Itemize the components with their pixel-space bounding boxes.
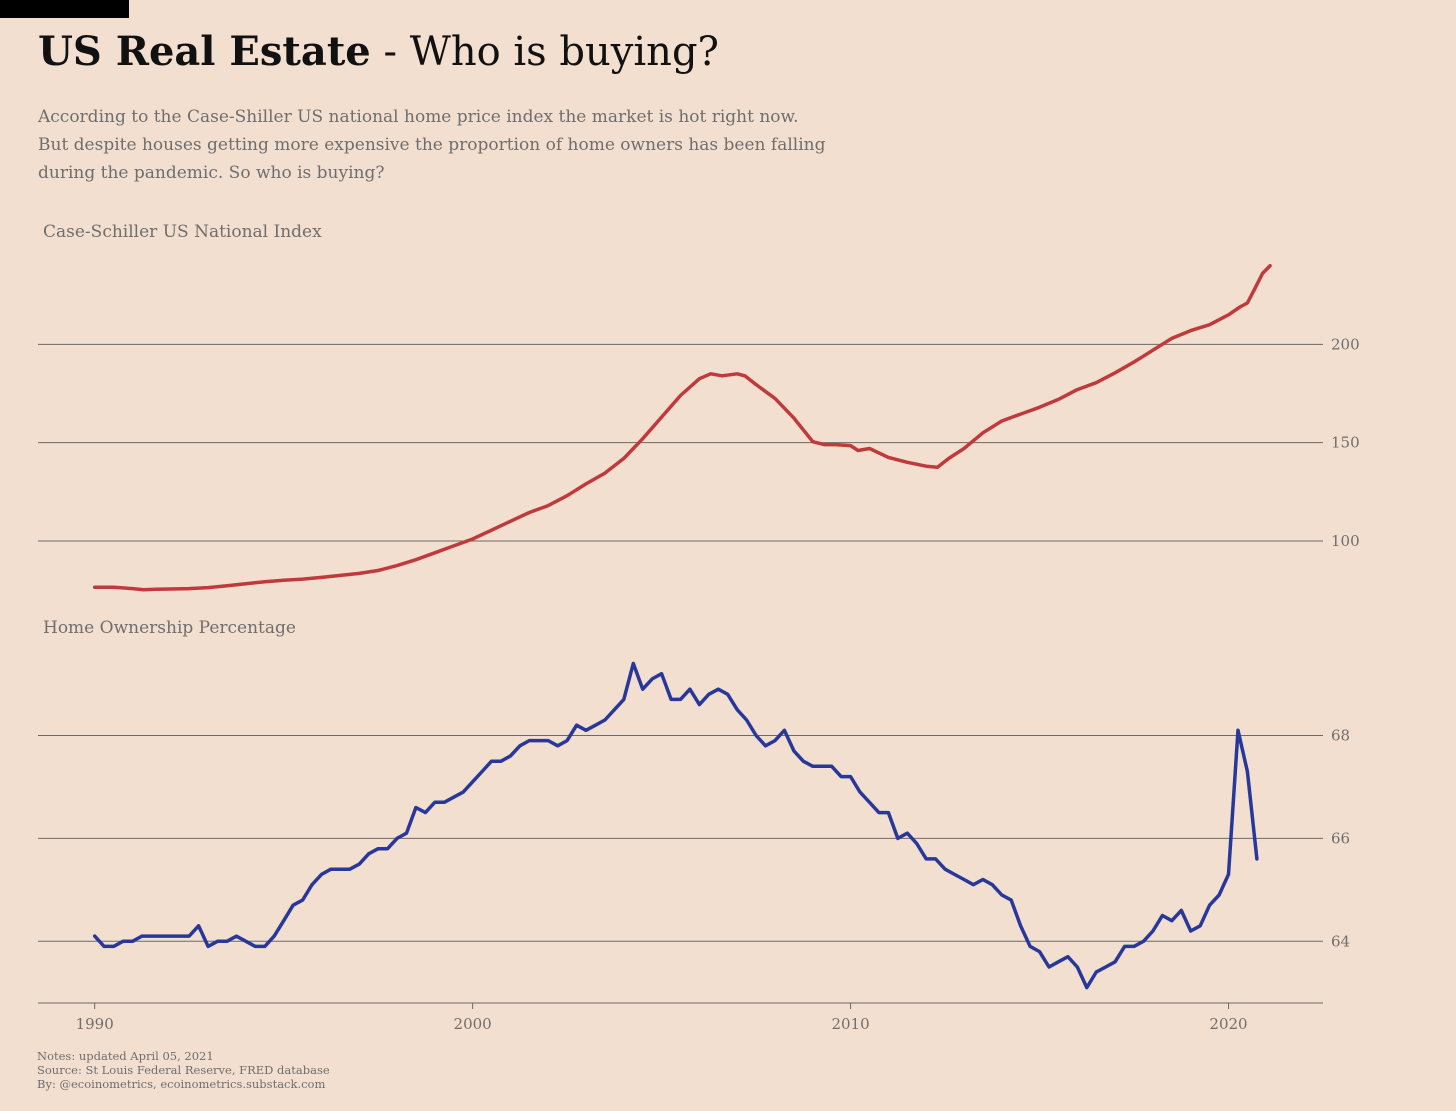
price-index-panel-title: Case-Schiller US National Index [43, 222, 322, 242]
notes: Notes: updated April 05, 2021 Source: St… [37, 1049, 330, 1091]
y-tick-label-panel1-150: 150 [1331, 434, 1360, 452]
title-rest: - Who is buying? [370, 29, 719, 75]
case-shiller-index-line [92, 263, 1272, 592]
subtitle: According to the Case-Shiller US nationa… [38, 103, 826, 187]
y-tick-label-panel2-64: 64 [1331, 932, 1350, 950]
notes-updated: Notes: updated April 05, 2021 [37, 1049, 214, 1063]
x-tick-label-2000: 2000 [454, 1015, 492, 1033]
title-bold: US Real Estate [38, 28, 371, 75]
top-black-bar [0, 0, 129, 18]
x-tick-label-2020: 2020 [1209, 1015, 1247, 1033]
subtitle-line-3: during the pandemic. So who is buying? [38, 163, 385, 183]
page-title: US Real Estate - Who is buying? [38, 26, 719, 78]
home-ownership-panel-title: Home Ownership Percentage [43, 618, 296, 638]
subtitle-line-1: According to the Case-Shiller US nationa… [38, 107, 799, 127]
notes-by: By: @ecoinometrics, ecoinometrics.substa… [37, 1077, 326, 1091]
y-tick-label-panel1-200: 200 [1331, 335, 1360, 353]
subtitle-line-2: But despite houses getting more expensiv… [38, 135, 826, 155]
home-ownership-line [92, 661, 1259, 990]
y-tick-label-panel2-66: 66 [1331, 829, 1350, 847]
y-tick-label-panel2-68: 68 [1331, 726, 1350, 744]
x-tick-label-2010: 2010 [831, 1015, 869, 1033]
y-tick-label-panel1-100: 100 [1331, 532, 1360, 550]
notes-source: Source: St Louis Federal Reserve, FRED d… [37, 1063, 330, 1077]
x-tick-label-1990: 1990 [76, 1015, 114, 1033]
